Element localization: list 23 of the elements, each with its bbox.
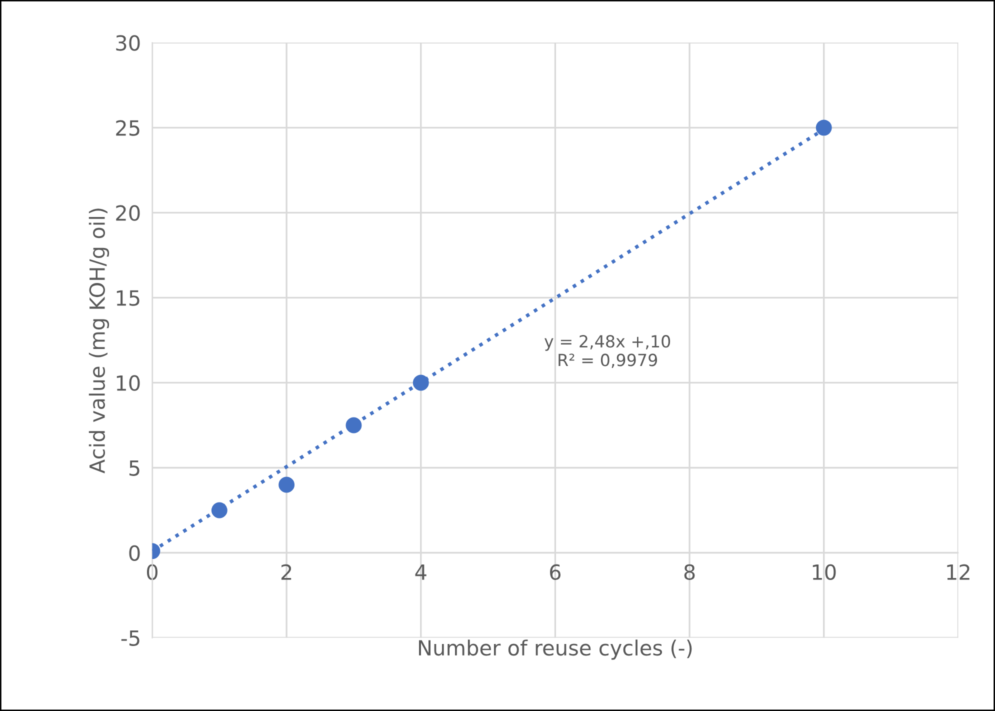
y-tick-label: 15 <box>116 290 140 306</box>
x-tick-label: 8 <box>684 564 695 580</box>
y-tick-label: 5 <box>129 460 140 476</box>
point <box>412 374 429 391</box>
x-tick-label: 4 <box>415 564 426 580</box>
y-tick-label: 30 <box>116 35 140 51</box>
point <box>816 120 832 136</box>
y-tick-label: 20 <box>116 205 140 221</box>
point <box>346 417 362 434</box>
y-axis-title: Acid value (mg KOH/g oil) <box>88 208 110 474</box>
y-tick-label: 0 <box>129 545 140 561</box>
point <box>278 476 295 493</box>
point <box>211 502 228 518</box>
x-tick-label: 0 <box>146 564 158 580</box>
x-tick-label: 10 <box>812 564 836 580</box>
y-tick-label: 10 <box>116 375 140 391</box>
x-axis-title: Number of reuse cycles (-) <box>418 640 692 660</box>
x-tick-label: 12 <box>947 564 970 580</box>
y-tick-label: -5 <box>121 630 140 646</box>
annotation: y = 2,48x +,10 R² = 0,9979 <box>544 335 670 368</box>
x-tick-label: 6 <box>550 564 561 580</box>
x-tick-label: 2 <box>281 564 292 580</box>
y-tick-label: 25 <box>116 120 140 136</box>
